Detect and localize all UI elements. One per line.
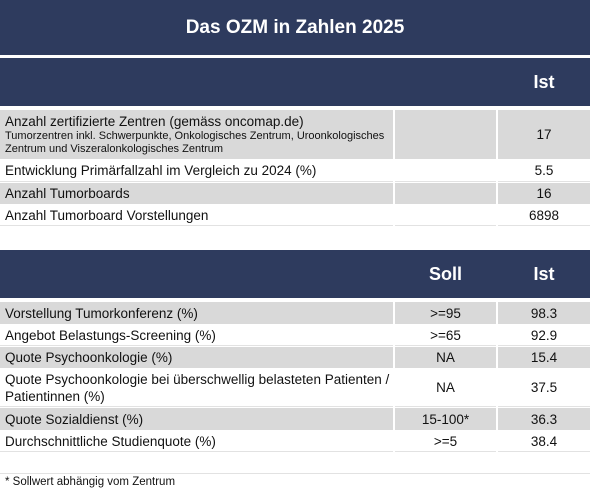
ist-value: 92.9 [498,325,590,346]
label-wrap: Quote Psychoonkologie bei überschwellig … [5,371,393,405]
label-wrap: Anzahl Tumorboards [5,185,130,202]
column-header: Ist [533,263,555,284]
ist-value: 38.4 [498,431,590,452]
label-text: Anzahl zertifizierte Zentren (gemäss onc… [5,114,304,129]
table-row: Quote Psychoonkologie (%) NA 15.4 [0,347,590,369]
row-label: Entwicklung Primärfallzahl im Vergleich … [0,160,393,182]
row-label: Anzahl zertifizierte Zentren (gemäss onc… [0,110,393,159]
row-label: Quote Psychoonkologie (%) [0,347,393,368]
table2-header: Soll Ist [0,250,590,298]
label-wrap: Anzahl zertifizierte Zentren (gemäss onc… [5,113,393,156]
empty-row [0,453,590,474]
label-wrap: Vorstellung Tumorkonferenz (%) [5,305,198,322]
footnote: * Sollwert abhängig vom Zentrum [5,476,176,488]
table-row: Angebot Belastungs-Screening (%) >=65 92.9 [0,325,590,347]
table-row: Durchschnittliche Studienquote (%) >=5 38.… [0,431,590,453]
empty-cell [395,110,496,159]
soll-value: 15-100* [395,408,496,430]
soll-value: NA [395,347,496,368]
table-row: Vorstellung Tumorkonferenz (%) >=95 98.3 [0,302,590,325]
label-wrap: Durchschnittliche Studienquote (%) [5,433,216,450]
label-text: Entwicklung Primärfallzahl im Vergleich … [5,163,317,178]
ist-value: 37.5 [498,369,590,407]
row-label: Vorstellung Tumorkonferenz (%) [0,302,393,324]
table-row: Entwicklung Primärfallzahl im Vergleich … [0,160,590,183]
sub-label: Tumorzentren inkl. Schwerpunkte, Onkolog… [5,130,385,155]
label-text: Angebot Belastungs-Screening (%) [5,327,216,343]
table-row: Quote Psychoonkologie bei überschwellig … [0,369,590,408]
row-label: Anzahl Tumorboard Vorstellungen [0,205,393,226]
table1-header: Ist [0,58,590,106]
soll-value: >=5 [395,431,496,452]
empty-cell [395,183,496,204]
ist-value: 17 [498,110,590,159]
column-header: Soll [428,263,462,284]
soll-value: >=65 [395,325,496,346]
row-label: Quote Psychoonkologie bei überschwellig … [0,369,393,407]
label-text: Quote Sozialdienst (%) [5,411,144,427]
ist-value: 15.4 [498,347,590,368]
label-text: Anzahl Tumorboards [5,186,130,201]
ist-value: 5.5 [498,160,590,182]
label-text: Quote Psychoonkologie (%) [5,350,173,365]
title: Das OZM in Zahlen 2025 [0,0,590,55]
table-row: Anzahl zertifizierte Zentren (gemäss onc… [0,110,590,160]
label-text: Durchschnittliche Studienquote (%) [5,433,216,449]
label-wrap: Entwicklung Primärfallzahl im Vergleich … [5,162,316,179]
ist-value: 98.3 [498,302,590,324]
row-label: Durchschnittliche Studienquote (%) [0,431,393,452]
empty-cell [395,160,496,182]
label-wrap: Angebot Belastungs-Screening (%) [5,327,216,344]
label-text: Anzahl Tumorboard Vorstellungen [5,207,209,223]
column-header: Ist [533,71,555,92]
empty-cell [395,205,496,226]
row-label: Quote Sozialdienst (%) [0,408,393,430]
table-row: Anzahl Tumorboards 16 [0,183,590,205]
soll-value: NA [395,369,496,407]
table-row: Anzahl Tumorboard Vorstellungen 6898 [0,205,590,227]
ist-value: 16 [498,183,590,204]
table-row: Quote Sozialdienst (%) 15-100* 36.3 [0,408,590,431]
label-text: Quote Psychoonkologie bei überschwellig … [5,371,390,404]
row-label: Angebot Belastungs-Screening (%) [0,325,393,346]
soll-value: >=95 [395,302,496,324]
label-text: Vorstellung Tumorkonferenz (%) [5,305,198,321]
label-wrap: Anzahl Tumorboard Vorstellungen [5,207,208,224]
row-label: Anzahl Tumorboards [0,183,393,204]
label-wrap: Quote Psychoonkologie (%) [5,349,172,366]
ist-value: 6898 [498,205,590,226]
label-wrap: Quote Sozialdienst (%) [5,411,143,428]
ist-value: 36.3 [498,408,590,430]
